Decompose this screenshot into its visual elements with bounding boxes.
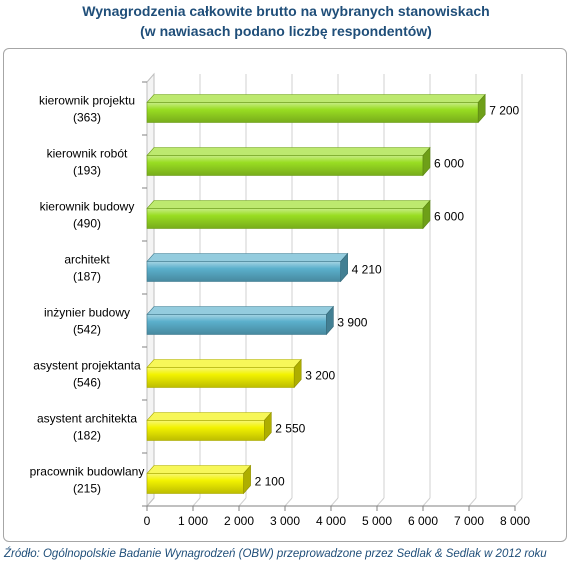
x-tick-label-7: 7 000: [454, 514, 484, 528]
bar-2: [146, 208, 424, 229]
x-tick-label-6: 6 000: [408, 514, 438, 528]
bar-0: [146, 102, 479, 123]
category-label-7: pracownik budowlany: [30, 465, 145, 479]
x-tick-label-4: 4 000: [316, 514, 346, 528]
bar-end-6: [263, 411, 272, 442]
floor-gridline-8: [514, 497, 523, 507]
left-wall: [146, 72, 155, 508]
value-label-5: 3 200: [305, 369, 335, 383]
category-count-1: (193): [73, 164, 101, 178]
floor-gridline-1: [192, 497, 201, 507]
chart-subtitle: (w nawiasach podano liczbę respondentów): [140, 23, 432, 39]
floor-gridline-2: [238, 497, 247, 507]
category-count-4: (542): [73, 323, 101, 337]
floor-gridline-6: [422, 497, 431, 507]
source-note: Źródło: Ogólnopolskie Badanie Wynagrodze…: [4, 548, 547, 560]
value-label-0: 7 200: [489, 104, 519, 118]
category-label-0: kierownik projektu: [39, 94, 135, 108]
bar-top-5: [146, 359, 302, 368]
bar-top-7: [146, 465, 252, 474]
value-label-7: 2 100: [255, 475, 285, 489]
bar-5: [146, 367, 295, 388]
bar-4: [146, 314, 327, 335]
value-label-4: 3 900: [337, 316, 367, 330]
value-label-3: 4 210: [352, 263, 382, 277]
bar-7: [146, 473, 244, 494]
category-count-7: (215): [73, 482, 101, 496]
floor-gridline-7: [468, 497, 477, 507]
bar-6: [146, 420, 265, 441]
bar-top-4: [146, 306, 335, 315]
category-count-2: (490): [73, 217, 101, 231]
bar-top-0: [146, 94, 486, 103]
bar-top-3: [146, 253, 349, 262]
x-tick-label-1: 1 000: [178, 514, 208, 528]
bar-top-6: [146, 412, 272, 421]
x-tick-label-0: 0: [144, 514, 151, 528]
x-tick-label-2: 2 000: [224, 514, 254, 528]
category-count-5: (546): [73, 376, 101, 390]
floor-gridline-5: [376, 497, 385, 507]
floor-gridline-4: [330, 497, 339, 507]
bar-3: [146, 261, 341, 282]
value-label-6: 2 550: [275, 422, 305, 436]
bar-end-3: [340, 252, 348, 283]
bar-1: [146, 155, 424, 176]
bar-end-4: [326, 305, 334, 336]
chart-title: Wynagrodzenia całkowite brutto na wybran…: [82, 3, 490, 19]
bar-end-0: [477, 93, 486, 124]
bar-top-1: [146, 147, 431, 156]
floor-gridline-3: [284, 497, 293, 507]
category-label-1: kierownik robót: [47, 147, 128, 161]
x-tick-label-3: 3 000: [270, 514, 300, 528]
category-label-4: inżynier budowy: [44, 306, 130, 320]
bar-end-5: [293, 358, 302, 389]
x-tick-label-5: 5 000: [362, 514, 392, 528]
x-tick-label-8: 8 000: [500, 514, 530, 528]
bar-end-7: [243, 464, 251, 495]
category-label-2: kierownik budowy: [40, 200, 135, 214]
category-count-0: (363): [73, 111, 101, 125]
category-label-3: architekt: [64, 253, 110, 267]
value-label-2: 6 000: [434, 210, 464, 224]
category-label-6: asystent architekta: [37, 412, 137, 426]
bar-top-2: [146, 200, 431, 209]
bar-end-2: [422, 199, 431, 230]
category-count-3: (187): [73, 270, 101, 284]
category-count-6: (182): [73, 429, 101, 443]
chart-frame: [3, 48, 567, 542]
category-label-5: asystent projektanta: [33, 359, 141, 373]
bar-end-1: [422, 146, 431, 177]
value-label-1: 6 000: [434, 157, 464, 171]
